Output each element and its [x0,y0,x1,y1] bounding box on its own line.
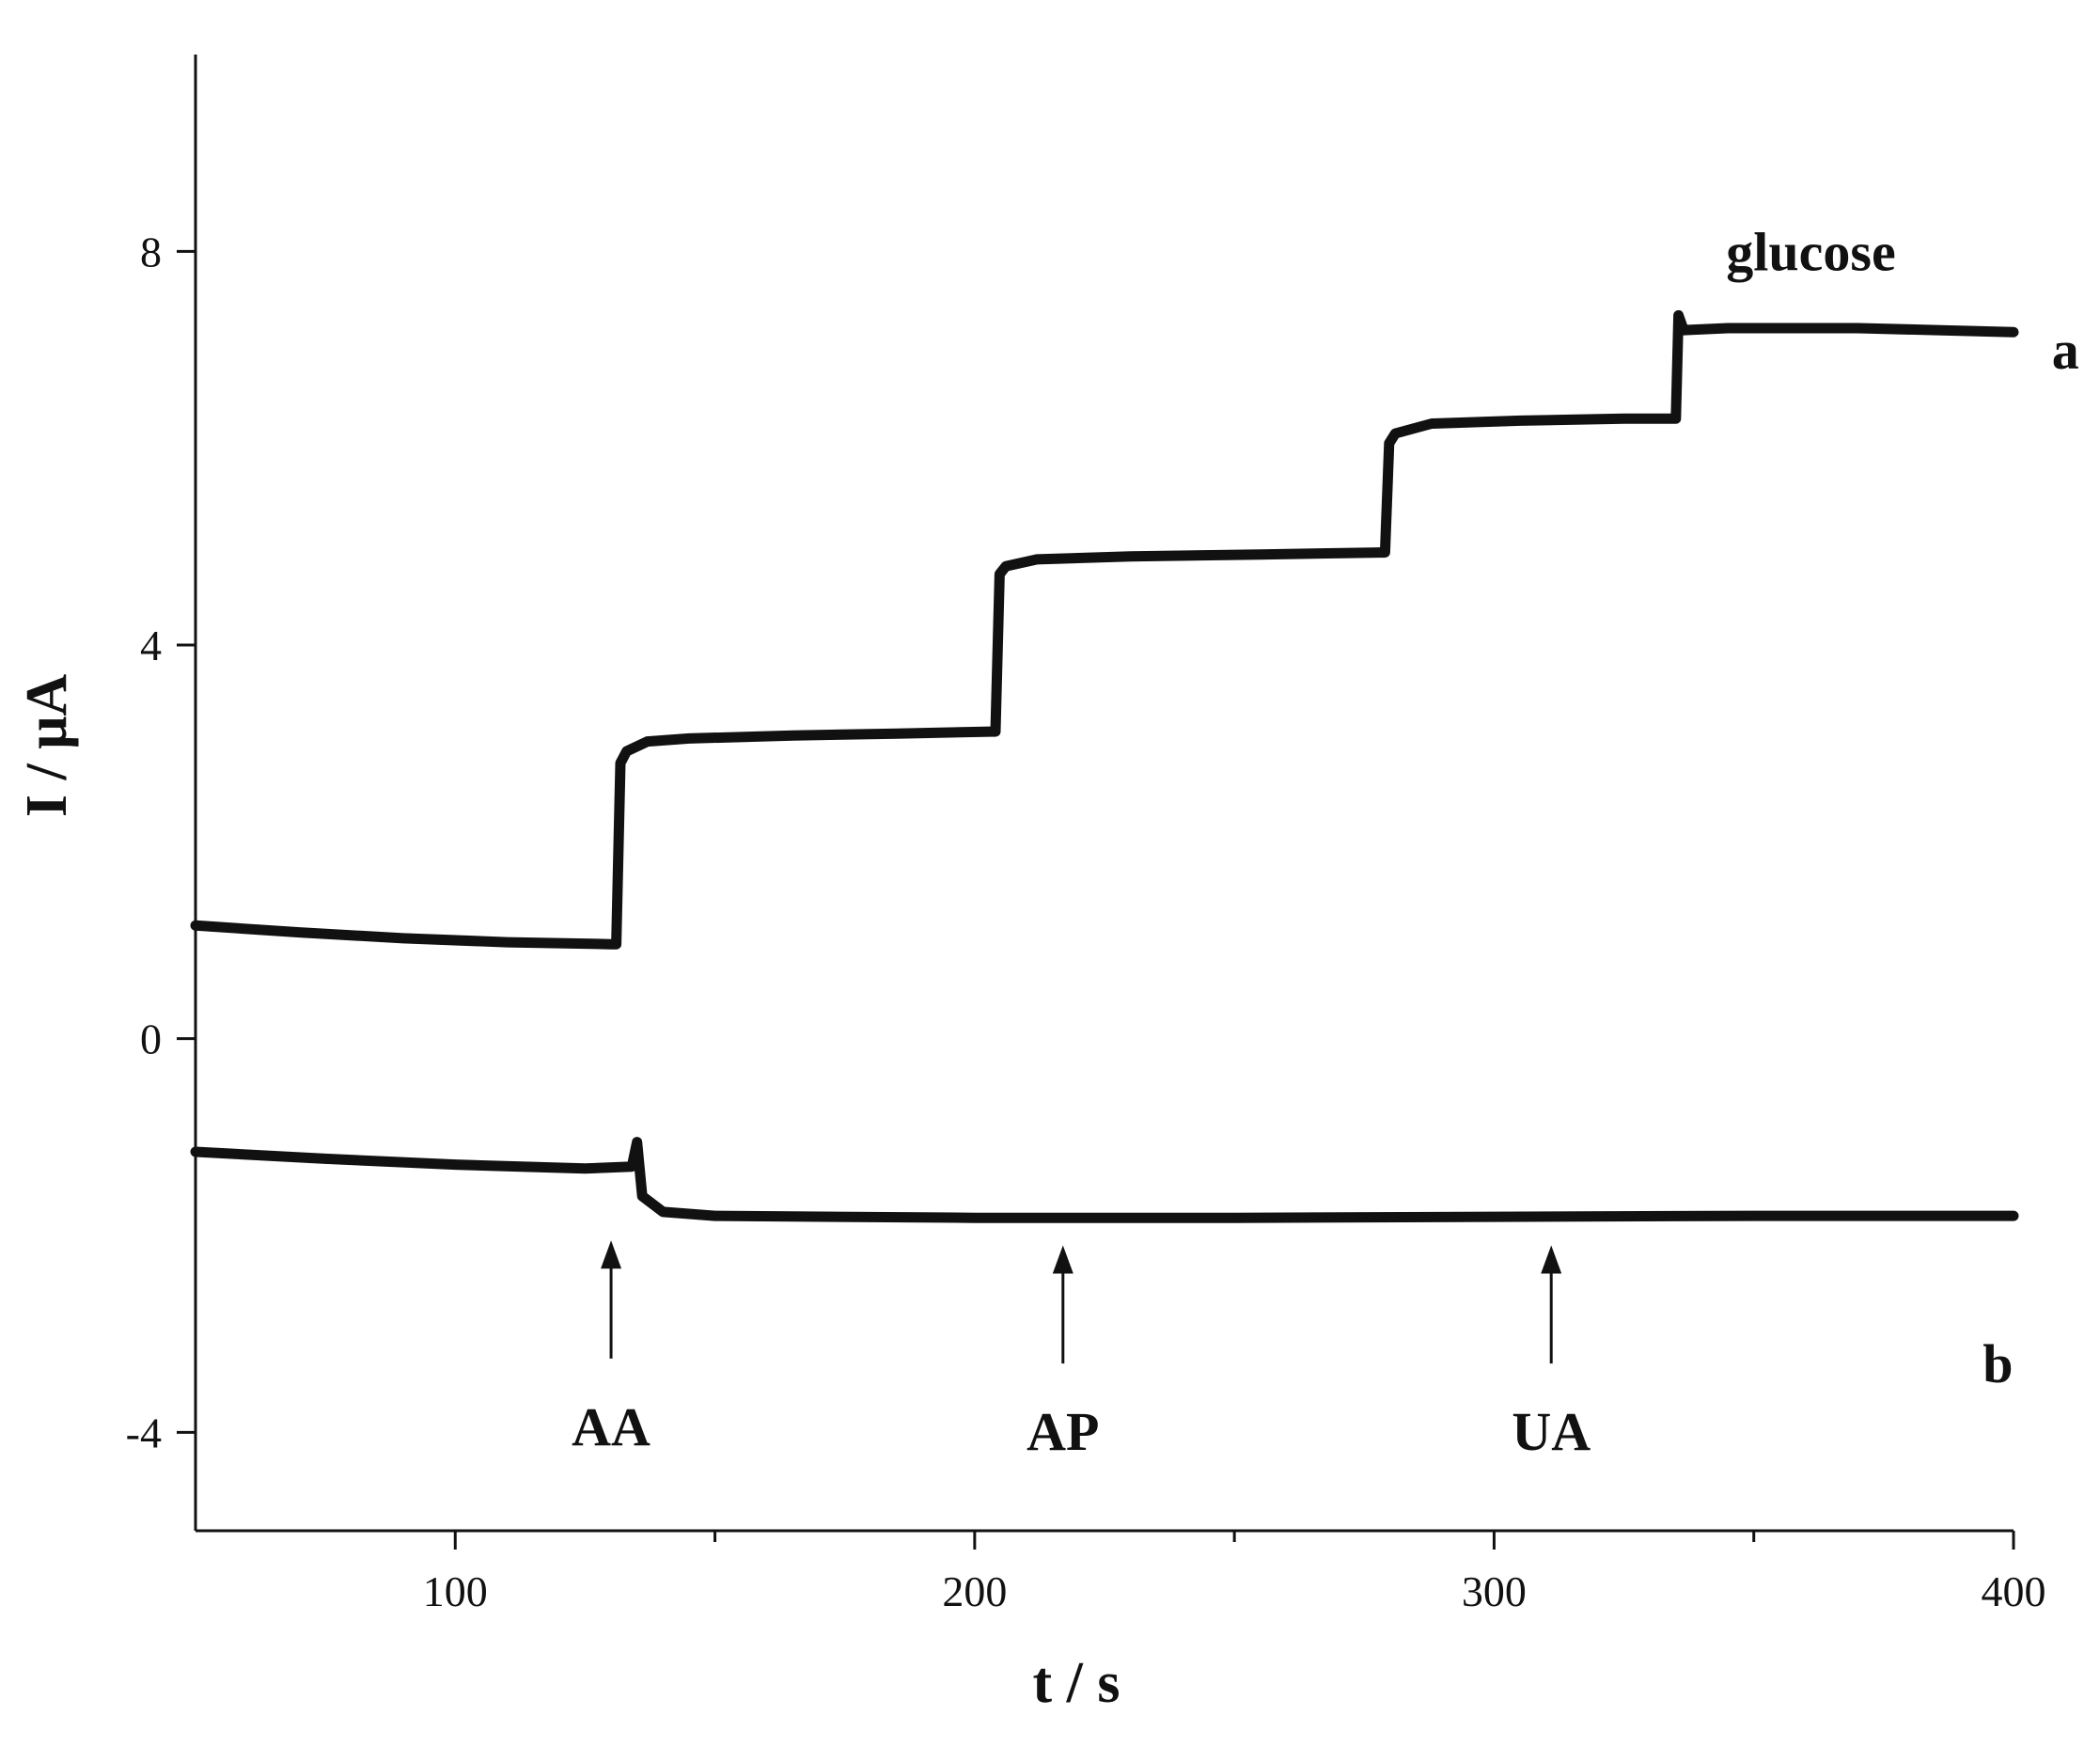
y-tick-label: 0 [140,1015,162,1063]
arrow-head [1052,1245,1074,1274]
y-tick-label: 8 [140,228,162,275]
y-axis-title: I / μA [15,674,79,818]
arrow-label: AA [572,1396,650,1457]
arrow-head [1541,1245,1562,1274]
axes [194,55,2014,1533]
series-line-b [190,1137,2019,1223]
y-tick-label: 4 [140,622,162,669]
injection-arrows: AA AP UA [572,1240,1591,1462]
y-tick-label: -4 [126,1409,162,1456]
annotation-label: a [2052,320,2079,381]
annotations: glucose a b [1726,221,2078,1394]
x-tick-label: 400 [1982,1567,2046,1615]
arrow-label: UA [1512,1401,1591,1462]
series-lines [190,309,2019,1223]
ticks: -4 0 4 8 100 200 300 400 [126,228,2046,1615]
annotation-label: glucose [1726,221,1895,282]
x-tick-label: 300 [1462,1567,1527,1615]
x-tick-label: 200 [942,1567,1007,1615]
series-line-a [190,309,2019,950]
x-axis-title: t / s [1033,1651,1121,1715]
annotation-label: b [1982,1333,2013,1394]
arrow-label: AP [1026,1401,1099,1462]
arrow-head [601,1240,622,1269]
x-tick-label: 100 [423,1567,488,1615]
